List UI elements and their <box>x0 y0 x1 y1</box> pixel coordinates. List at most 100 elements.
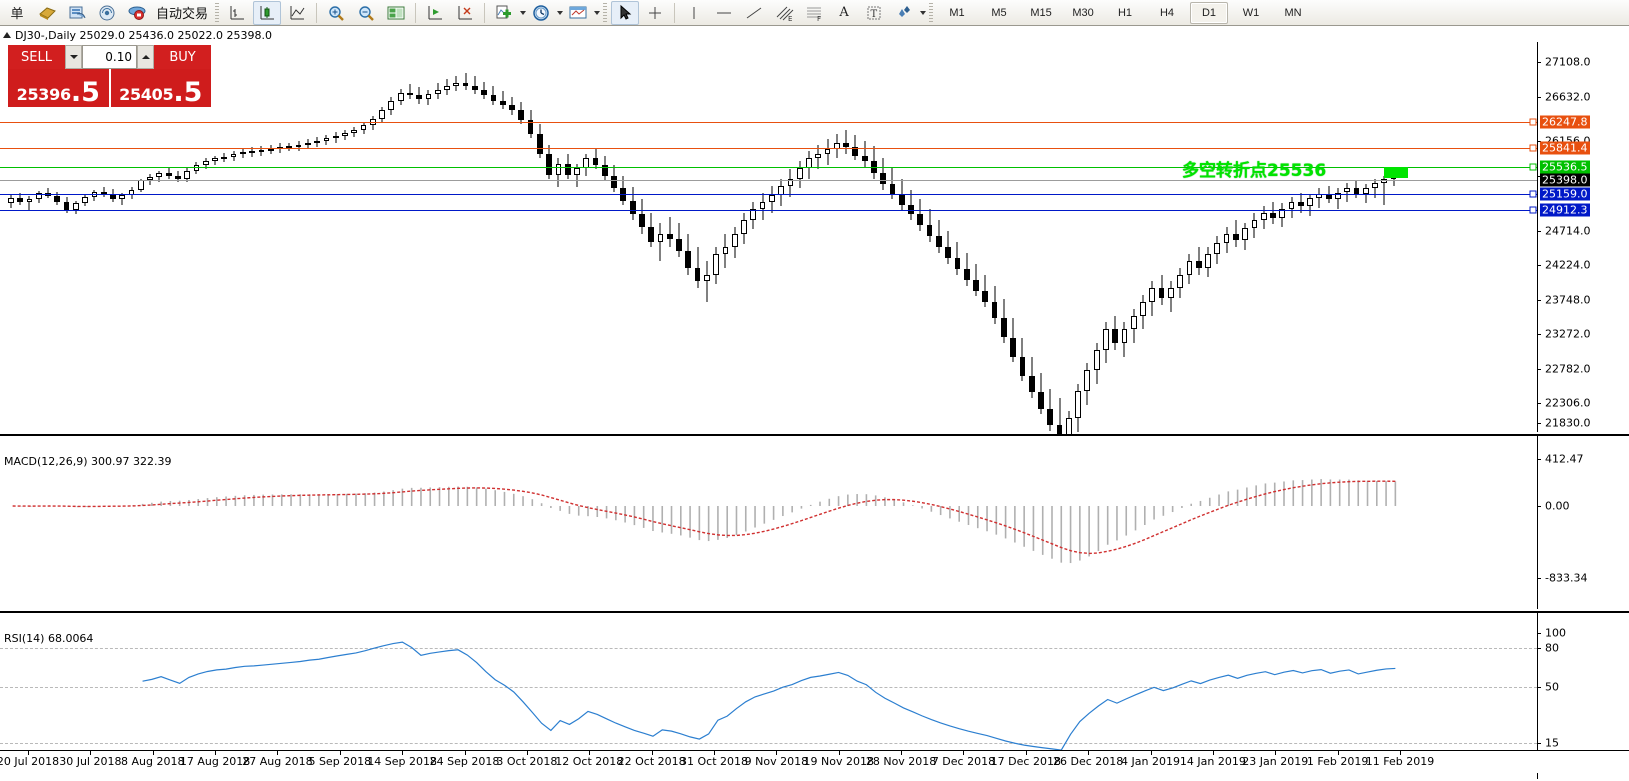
price-pane[interactable]: 27108.026632.026156.025666.024714.024224… <box>0 42 1629 456</box>
macd-pane[interactable]: 412.47 0.00 -833.34 <box>0 434 1629 609</box>
price-level-line-resistance[interactable] <box>0 148 1537 149</box>
price-level-handle[interactable] <box>1529 144 1537 152</box>
candlestick <box>871 42 877 432</box>
fibonacci-icon[interactable]: F <box>800 1 828 25</box>
price-level-tag-resistance[interactable]: 25841.4 <box>1540 141 1590 155</box>
chevron-up-icon <box>141 55 150 59</box>
buy-button[interactable]: BUY <box>154 45 211 69</box>
sell-price[interactable]: 25396.5 <box>8 69 109 107</box>
volume-stepper[interactable]: 0.10 <box>65 45 154 69</box>
candlestick <box>954 42 961 432</box>
crosshair-icon[interactable] <box>641 1 669 25</box>
toolbar-grip[interactable] <box>215 2 220 23</box>
price-level-handle[interactable] <box>1529 118 1537 126</box>
timeframe-h1[interactable]: H1 <box>1117 6 1133 19</box>
candlestick <box>1270 42 1276 432</box>
date-axis-label: 1 Feb 2019 <box>1306 755 1369 768</box>
line-chart-icon[interactable] <box>283 1 311 25</box>
toolbar-grip-3[interactable] <box>929 2 934 23</box>
price-level-tag-resistance[interactable]: 26247.8 <box>1540 115 1590 129</box>
candlestick <box>666 42 673 432</box>
period-dropdown-caret[interactable] <box>557 10 564 15</box>
volume-input[interactable]: 0.10 <box>82 45 137 69</box>
vertical-line-icon[interactable] <box>680 1 708 25</box>
zoom-in-icon[interactable] <box>322 1 350 25</box>
candle-body <box>1223 233 1230 244</box>
toolbar-grip-2[interactable] <box>603 2 608 23</box>
candlestick <box>1381 42 1388 432</box>
timeframe-h4[interactable]: H4 <box>1159 6 1175 19</box>
terminal-icon[interactable] <box>63 1 91 25</box>
candlestick <box>936 42 942 432</box>
trendline-icon[interactable] <box>740 1 768 25</box>
new-indicator-icon[interactable] <box>490 1 518 25</box>
horizontal-line-icon[interactable] <box>710 1 738 25</box>
sell-button[interactable]: SELL <box>8 45 65 69</box>
period-icon[interactable] <box>527 1 555 25</box>
buy-price[interactable]: 25405.5 <box>110 69 211 107</box>
candlestick <box>1186 42 1193 432</box>
objects-list-icon[interactable] <box>890 1 918 25</box>
candlestick <box>713 42 720 432</box>
candle-body <box>351 130 358 133</box>
candlestick <box>880 42 887 432</box>
text-label-icon[interactable]: T <box>860 1 888 25</box>
volume-decrease-button[interactable] <box>65 45 82 69</box>
timeframe-m1[interactable]: M1 <box>949 6 965 19</box>
tile-windows-icon[interactable] <box>382 1 410 25</box>
candle-wick <box>947 230 949 264</box>
templates-dropdown-caret[interactable] <box>594 10 601 15</box>
auto-scroll-icon[interactable] <box>451 1 479 25</box>
price-level-tag-support[interactable]: 25159.0 <box>1540 187 1590 201</box>
chart-shift-icon[interactable] <box>421 1 449 25</box>
equidistant-channel-icon[interactable]: E <box>770 1 798 25</box>
autotrading-button[interactable]: 自动交易 <box>156 7 209 22</box>
chevron-down-icon <box>69 55 78 59</box>
date-axis-tick <box>526 751 528 755</box>
objects-dropdown-caret[interactable] <box>920 10 927 15</box>
price-level-handle[interactable] <box>1529 206 1537 214</box>
signals-icon[interactable] <box>93 1 121 25</box>
rsi-guide-line <box>0 687 1537 688</box>
chart-window[interactable]: DJ30-,Daily 25029.0 25436.0 25022.0 2539… <box>0 27 1629 779</box>
one-click-trading-panel[interactable]: SELL 0.10 BUY 25396.5 25405.5 <box>8 45 211 107</box>
timeframe-m15[interactable]: M15 <box>1030 6 1052 19</box>
volume-increase-button[interactable] <box>137 45 154 69</box>
timeframe-w1[interactable]: W1 <box>1242 6 1260 19</box>
candle-body <box>1084 370 1091 391</box>
price-level-tag-pivot[interactable]: 25536.5 <box>1540 160 1590 174</box>
price-level-line-pivot[interactable] <box>0 167 1537 168</box>
candlestick <box>249 42 256 432</box>
candlestick-chart-icon[interactable] <box>253 0 282 25</box>
timeframe-m5[interactable]: M5 <box>991 6 1007 19</box>
cursor-icon[interactable] <box>611 0 640 25</box>
collapse-arrow-icon[interactable] <box>3 32 11 38</box>
timeframe-m30[interactable]: M30 <box>1072 6 1094 19</box>
chart-annotation-text[interactable]: 多空转折点25536 <box>1182 161 1327 181</box>
price-level-line-support[interactable] <box>0 194 1537 195</box>
zoom-out-icon[interactable] <box>352 1 380 25</box>
candle-body <box>843 143 849 148</box>
price-level-tag-last-price[interactable]: 25398.0 <box>1540 173 1590 187</box>
price-level-line-resistance[interactable] <box>0 122 1537 123</box>
price-level-handle[interactable] <box>1529 190 1537 198</box>
bar-chart-icon[interactable] <box>223 1 251 25</box>
timeframe-mn[interactable]: MN <box>1284 6 1302 19</box>
new-indicator-dropdown-caret[interactable] <box>520 10 527 15</box>
chart-annotation-marker[interactable] <box>1384 167 1408 178</box>
text-icon[interactable]: A <box>839 5 849 20</box>
history-icon[interactable] <box>33 1 61 25</box>
price-level-line-last-price[interactable] <box>0 180 1537 181</box>
price-level-line-support[interactable] <box>0 210 1537 211</box>
candle-body <box>304 142 311 145</box>
timeframe-d1[interactable]: D1 <box>1190 1 1229 24</box>
templates-icon[interactable] <box>564 1 592 25</box>
market-icon[interactable] <box>123 1 151 25</box>
price-level-tag-support[interactable]: 24912.3 <box>1540 203 1590 217</box>
candlestick <box>369 42 376 432</box>
candle-wick <box>465 73 467 90</box>
price-level-handle[interactable] <box>1529 163 1537 171</box>
new-order-icon[interactable]: 单 <box>10 7 24 22</box>
candlestick <box>156 42 163 432</box>
candlestick <box>314 42 320 432</box>
